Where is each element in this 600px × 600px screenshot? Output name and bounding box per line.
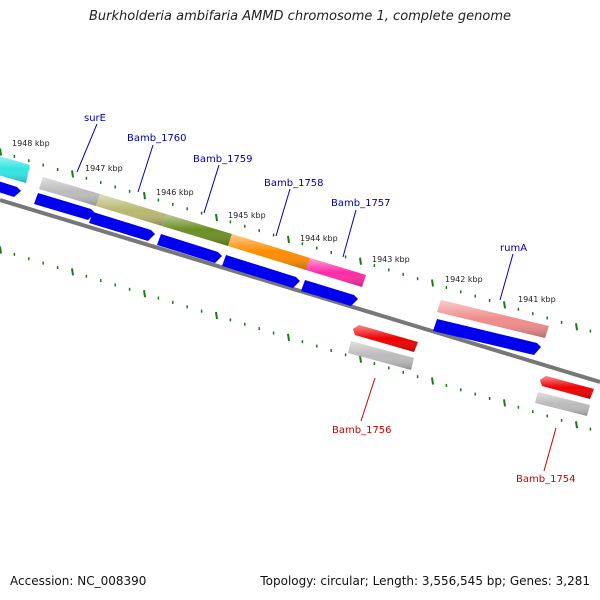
gene-label-bamb-1760[interactable]: Bamb_1760 bbox=[127, 133, 187, 144]
kbp-label: 1946 kbp bbox=[156, 188, 194, 197]
gene-label-ruma[interactable]: rumA bbox=[500, 243, 527, 254]
major-tick bbox=[431, 377, 434, 385]
kbp-label: 1941 kbp bbox=[518, 295, 556, 304]
major-tick bbox=[575, 421, 578, 429]
chromosome-backbone bbox=[0, 198, 600, 384]
major-tick bbox=[71, 170, 74, 178]
gene-labels: surE Bamb_1760 Bamb_1759 Bamb_1758 Bamb_… bbox=[84, 113, 576, 485]
major-tick bbox=[287, 235, 290, 244]
gene-track-forward bbox=[0, 156, 549, 338]
gene-track-reverse bbox=[348, 341, 590, 416]
accession-label: Accession: NC_008390 bbox=[10, 574, 147, 588]
major-tick bbox=[575, 323, 578, 331]
kbp-label: 1943 kbp bbox=[372, 255, 410, 264]
cds-arrow[interactable] bbox=[301, 280, 358, 306]
major-tick bbox=[215, 213, 218, 222]
cds-arrow[interactable] bbox=[0, 180, 21, 197]
gene-label-sure[interactable]: surE bbox=[84, 113, 106, 124]
kbp-label: 1947 kbp bbox=[85, 164, 123, 173]
cds-track-reverse bbox=[353, 325, 594, 399]
cds-arrow[interactable] bbox=[433, 319, 541, 355]
major-tick bbox=[143, 192, 146, 200]
major-tick bbox=[71, 268, 74, 276]
map-title: Burkholderia ambifaria AMMD chromosome 1… bbox=[88, 9, 512, 24]
kbp-label: 1944 kbp bbox=[300, 234, 338, 243]
major-tick bbox=[359, 355, 362, 363]
gene-label-bamb-1758[interactable]: Bamb_1758 bbox=[264, 178, 324, 189]
major-tick bbox=[359, 257, 362, 265]
gene-label-bamb-1759[interactable]: Bamb_1759 bbox=[193, 154, 253, 165]
kbp-labels: 1948 kbp 1947 kbp 1946 kbp 1945 kbp 1944… bbox=[12, 139, 556, 304]
kbp-label: 1942 kbp bbox=[445, 275, 483, 284]
gene-label-bamb-1757[interactable]: Bamb_1757 bbox=[331, 198, 391, 209]
cds-track-forward bbox=[0, 180, 541, 355]
major-tick bbox=[0, 246, 2, 254]
major-tick bbox=[431, 279, 434, 287]
major-tick bbox=[503, 301, 506, 309]
major-tick bbox=[503, 399, 506, 407]
major-tick bbox=[143, 290, 146, 298]
kbp-label: 1948 kbp bbox=[12, 139, 50, 148]
inner-ticks bbox=[0, 246, 592, 431]
gene-label-bamb-1754[interactable]: Bamb_1754 bbox=[516, 474, 576, 485]
outer-ticks bbox=[0, 148, 592, 333]
kbp-label: 1945 kbp bbox=[228, 211, 266, 220]
cds-arrow[interactable] bbox=[222, 255, 300, 288]
gene-label-bamb-1756[interactable]: Bamb_1756 bbox=[332, 425, 392, 436]
cds-arrow[interactable] bbox=[89, 212, 155, 241]
major-tick bbox=[215, 311, 218, 320]
genome-stats: Topology: circular; Length: 3,556,545 bp… bbox=[260, 574, 590, 588]
cds-arrow[interactable] bbox=[34, 193, 95, 220]
label-leaders bbox=[76, 123, 557, 472]
major-tick bbox=[0, 148, 2, 156]
major-tick bbox=[287, 333, 290, 342]
cds-arrow[interactable] bbox=[157, 234, 222, 263]
